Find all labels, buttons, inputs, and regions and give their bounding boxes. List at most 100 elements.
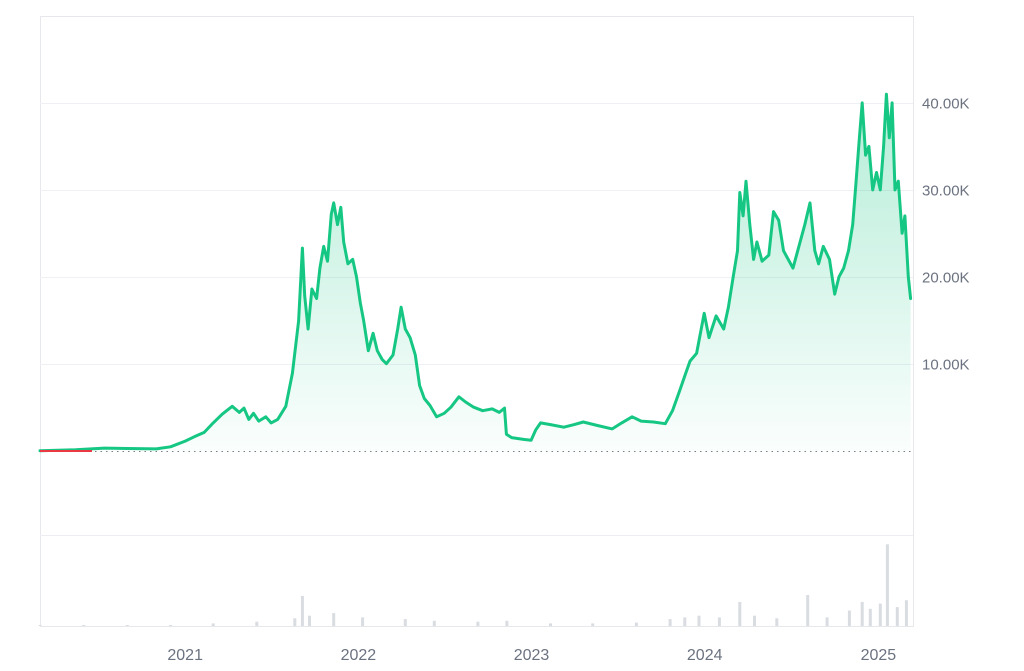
price-point [376, 349, 379, 352]
price-point [652, 420, 655, 424]
price-point [639, 419, 643, 423]
price-point [867, 145, 871, 148]
price-point [491, 407, 494, 411]
price-point [732, 275, 735, 278]
volume-bar [860, 601, 864, 626]
price-point [703, 312, 706, 315]
x-tick-label: 2022 [341, 647, 377, 664]
price-point [611, 427, 614, 431]
price-point [582, 420, 585, 424]
price-point [678, 388, 682, 391]
price-point [596, 424, 599, 427]
price-point [472, 406, 475, 409]
price-point [752, 258, 755, 261]
price-point [212, 421, 215, 425]
price-point [242, 406, 246, 410]
price-point [291, 372, 294, 375]
price-point [221, 413, 224, 416]
price-point [885, 93, 888, 96]
price-point [695, 352, 698, 355]
price-point [457, 395, 461, 398]
x-tick-label: 2025 [861, 647, 897, 664]
price-point [336, 223, 339, 226]
volume-bar [476, 621, 480, 626]
price-point [813, 249, 816, 252]
price-point [326, 260, 329, 263]
volume-bar [806, 595, 810, 626]
price-point [330, 213, 333, 216]
volume-bar [775, 618, 779, 626]
y-axis-labels: 10.00K 20.00K 30.00K 40.00K [922, 96, 970, 374]
price-point [315, 297, 318, 300]
price-point [481, 409, 484, 412]
price-point [803, 223, 806, 226]
price-point [549, 423, 552, 426]
price-point [428, 404, 432, 407]
price-point [301, 246, 304, 250]
price-point [907, 275, 910, 278]
price-point [683, 374, 686, 378]
price-point [828, 258, 831, 261]
y-tick-label: 30.00K [922, 183, 970, 200]
price-point [791, 266, 795, 270]
price-point [126, 447, 129, 450]
price-point [359, 301, 362, 305]
volume-bar [634, 622, 638, 626]
price-point [808, 201, 812, 205]
price-point [787, 258, 790, 261]
volume-bar [505, 620, 509, 626]
volume-bar [38, 625, 42, 626]
price-point [399, 306, 403, 309]
price-point [707, 336, 711, 339]
volume-bar [300, 595, 304, 626]
price-point [671, 409, 674, 412]
price-point [342, 240, 345, 244]
volume-bar [591, 623, 595, 626]
volume-bar [293, 618, 297, 626]
price-point [798, 240, 802, 244]
price-point [782, 249, 785, 252]
price-point [385, 362, 388, 365]
price-point [714, 314, 718, 318]
volume-bar [717, 617, 721, 626]
price-point [322, 245, 325, 248]
price-point [464, 400, 467, 404]
price-point [897, 180, 900, 183]
volume-bar [868, 608, 872, 626]
price-area-fill [40, 94, 911, 452]
volume-bar [895, 607, 899, 626]
price-point [414, 353, 417, 357]
price-point [861, 101, 864, 105]
price-point [503, 406, 506, 410]
price-point [332, 201, 335, 205]
volume-bar [697, 615, 701, 626]
price-point [727, 306, 730, 309]
price-point [688, 359, 692, 363]
price-point [847, 249, 850, 252]
price-point [418, 384, 421, 387]
price-point [893, 188, 897, 192]
price-points [38, 93, 912, 452]
price-point [903, 214, 907, 218]
volume-bar [549, 623, 552, 626]
price-point [842, 266, 845, 270]
price-point [510, 436, 513, 439]
price-point [408, 336, 412, 339]
price-point [767, 253, 770, 257]
price-point [269, 421, 273, 425]
price-point [755, 240, 759, 244]
price-point [851, 223, 854, 226]
price-point [252, 412, 255, 415]
price-point [854, 180, 858, 183]
volume-bar [125, 625, 129, 626]
price-point [573, 423, 576, 426]
price-point [362, 319, 365, 322]
price-point [498, 411, 501, 414]
price-point [909, 297, 912, 300]
price-point [318, 266, 322, 270]
volume-bar [904, 600, 908, 626]
price-point [630, 415, 634, 418]
volume-bar [308, 615, 311, 626]
price-point [833, 293, 836, 296]
